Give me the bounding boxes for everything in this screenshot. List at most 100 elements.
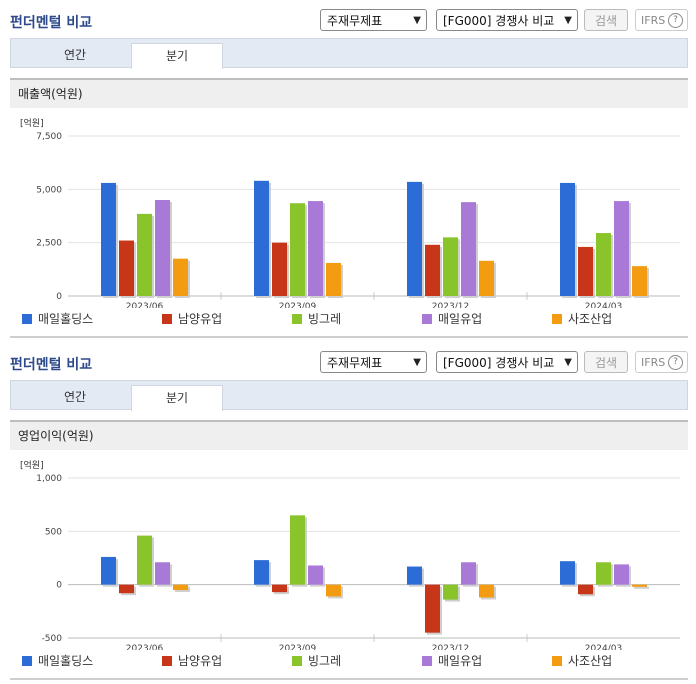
statement-select[interactable]: 주재무제표 ▼ [320,9,427,31]
divider [10,336,688,338]
unit-label: [억원] [20,117,44,129]
panel-title: 펀더멘털 비교 [10,15,93,31]
chart-legend: 매일홀딩스 남양유업 빙그레 매일유업 사조산업 [22,653,682,671]
panel-header: 펀더멘털 비교 주재무제표 ▼ [FG000] 경쟁사 비교 ▼ 검색 IFRS… [0,0,696,38]
x-tick-label: 2023/09 [279,302,317,308]
legend-swatch [552,314,562,324]
x-tick-label: 2024/03 [585,302,622,308]
bar [173,258,188,296]
bar [560,561,575,585]
statement-select[interactable]: 주재무제표 ▼ [320,351,427,373]
legend-item[interactable]: 빙그레 [292,653,341,669]
bar-shadow [634,586,649,589]
tab-quarterly[interactable]: 분기 [131,385,223,411]
y-tick-label: 500 [45,527,62,537]
legend-label: 사조산업 [568,654,613,668]
legend-label: 빙그레 [308,312,342,326]
search-button[interactable]: 검색 [584,351,628,373]
y-tick-label: 7,500 [36,132,62,142]
bar [326,262,341,296]
bar [425,584,440,633]
x-tick-label: 2023/09 [279,644,317,650]
bar [101,556,116,585]
bar [290,203,305,296]
chart-legend: 매일홀딩스 남양유업 빙그레 매일유업 사조산업 [22,311,682,329]
ifrs-button[interactable]: IFRS ? [635,9,688,31]
legend-item[interactable]: 남양유업 [162,311,222,327]
bar [101,182,116,296]
legend-swatch [552,656,562,666]
bar [272,242,287,296]
legend-label: 매일유업 [438,312,483,326]
bar [119,240,134,296]
bar [254,180,269,296]
legend-label: 남양유업 [178,312,223,326]
bar [425,244,440,296]
bar [326,584,341,597]
x-tick-label: 2023/12 [432,644,469,650]
bar [173,584,188,590]
bar [137,213,152,296]
bar [443,237,458,296]
legend-label: 매일홀딩스 [38,654,94,668]
legend-item[interactable]: 매일홀딩스 [22,653,93,669]
x-tick-label: 2023/06 [126,644,164,650]
chevron-down-icon: ▼ [413,15,421,26]
legend-label: 사조산업 [568,312,613,326]
bar [272,584,287,593]
legend-swatch [162,314,172,324]
compare-select-value: [FG000] 경쟁사 비교 [443,14,555,28]
bar [407,566,422,585]
tab-annual[interactable]: 연간 [63,48,87,62]
y-tick-label: 2,500 [36,239,62,249]
tab-annual[interactable]: 연간 [63,390,87,404]
y-tick-label: 5,000 [36,185,62,195]
bar [578,246,593,296]
help-icon: ? [668,355,683,370]
x-tick-label: 2024/03 [585,644,622,650]
bar [578,584,593,595]
statement-select-value: 주재무제표 [327,14,383,28]
statement-select-value: 주재무제표 [327,356,383,370]
tab-quarterly[interactable]: 분기 [131,43,223,69]
ifrs-button[interactable]: IFRS ? [635,351,688,373]
bar [614,564,629,585]
bar [308,565,323,585]
bar [155,562,170,585]
legend-item[interactable]: 빙그레 [292,311,341,327]
legend-item[interactable]: 매일유업 [422,653,482,669]
legend-item[interactable]: 매일유업 [422,311,482,327]
compare-select[interactable]: [FG000] 경쟁사 비교 ▼ [436,9,578,31]
compare-select-value: [FG000] 경쟁사 비교 [443,356,555,370]
panel-header: 펀더멘털 비교 주재무제표 ▼ [FG000] 경쟁사 비교 ▼ 검색 IFRS… [0,342,696,380]
legend-label: 남양유업 [178,654,223,668]
period-tabs: 연간 분기 [10,38,688,69]
bar [596,562,611,585]
legend-swatch [292,656,302,666]
search-button[interactable]: 검색 [584,9,628,31]
legend-label: 빙그레 [308,654,342,668]
legend-item[interactable]: 남양유업 [162,653,222,669]
compare-select[interactable]: [FG000] 경쟁사 비교 ▼ [436,351,578,373]
bar [308,201,323,296]
revenue-bar-chart: [억원] 0 2,500 5,000 7,500 2023/06 2023/09 2023/1… [20,117,680,308]
legend-label: 매일유업 [438,654,483,668]
legend-swatch [422,656,432,666]
legend-label: 매일홀딩스 [38,312,94,326]
y-tick-label: 0 [56,292,62,302]
legend-item[interactable]: 사조산업 [552,311,612,327]
legend-swatch [22,314,32,324]
period-tabs: 연간 분기 [10,380,688,411]
bar [479,260,494,296]
bar [137,535,152,585]
ifrs-label: IFRS [641,14,666,27]
bar [632,584,647,587]
y-tick-label: 0 [56,581,62,591]
operating-income-panel: 펀더멘털 비교 주재무제표 ▼ [FG000] 경쟁사 비교 ▼ 검색 IFRS… [0,342,696,684]
bar [479,584,494,598]
revenue-panel: 펀더멘털 비교 주재무제표 ▼ [FG000] 경쟁사 비교 ▼ 검색 IFRS… [0,0,696,338]
legend-item[interactable]: 사조산업 [552,653,612,669]
legend-item[interactable]: 매일홀딩스 [22,311,93,327]
bar [119,584,134,594]
legend-swatch [162,656,172,666]
